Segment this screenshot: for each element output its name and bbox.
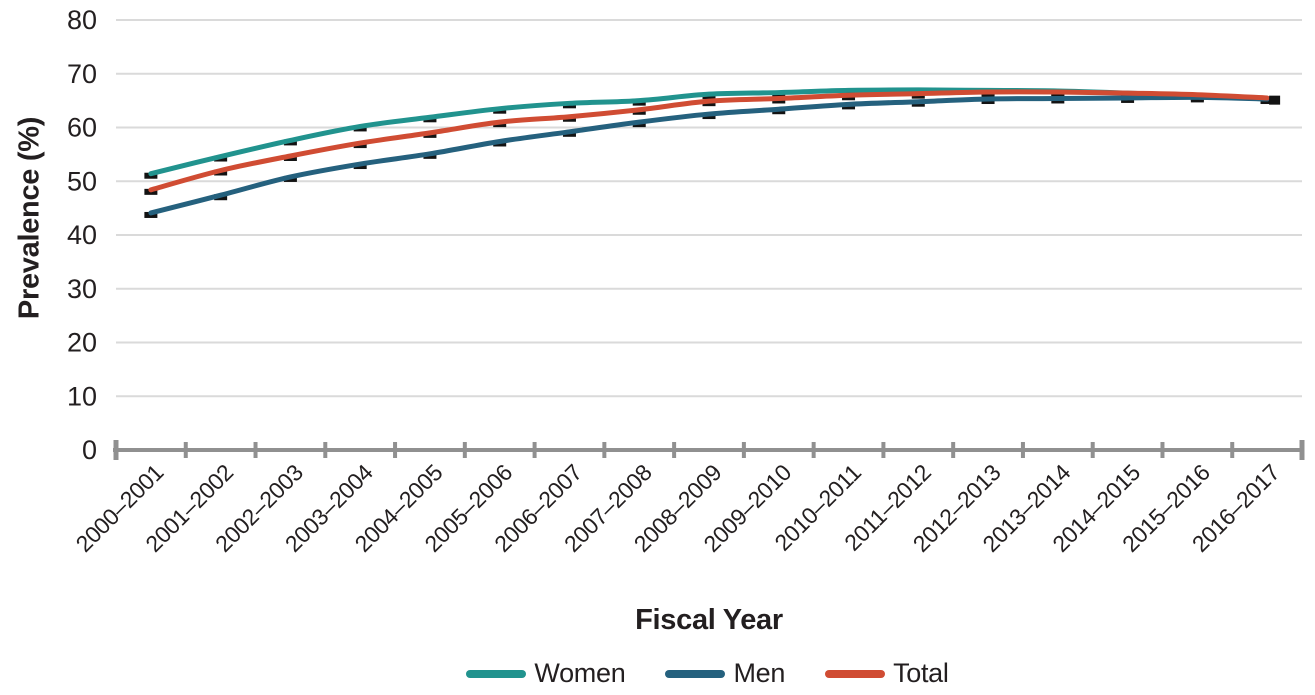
legend-swatch-total <box>825 669 886 678</box>
y-tick-label: 60 <box>67 113 97 143</box>
x-axis-title: Fiscal Year <box>635 604 783 636</box>
legend-item-women: Women <box>466 658 626 689</box>
legend: Women Men Total <box>0 658 1315 689</box>
series-line-total <box>148 89 1270 193</box>
legend-swatch-women <box>466 669 527 678</box>
legend-label: Men <box>733 658 786 688</box>
y-axis-title: Prevalence (%) <box>13 116 46 320</box>
data-marker-end <box>1269 95 1281 105</box>
y-tick-label: 50 <box>67 166 97 196</box>
y-tick-label: 0 <box>82 435 97 465</box>
series-line-men <box>148 94 1270 216</box>
y-tick-label: 80 <box>67 5 97 35</box>
y-tick-label: 30 <box>67 274 97 304</box>
y-tick-label: 20 <box>67 328 97 358</box>
legend-swatch-men <box>665 669 726 678</box>
y-tick-label: 70 <box>67 59 97 89</box>
y-tick-label: 40 <box>67 220 97 250</box>
legend-label: Women <box>534 658 626 688</box>
legend-item-total: Total <box>825 658 949 689</box>
legend-item-men: Men <box>665 658 785 689</box>
legend-label: Total <box>893 658 949 688</box>
y-tick-label: 10 <box>67 381 97 411</box>
